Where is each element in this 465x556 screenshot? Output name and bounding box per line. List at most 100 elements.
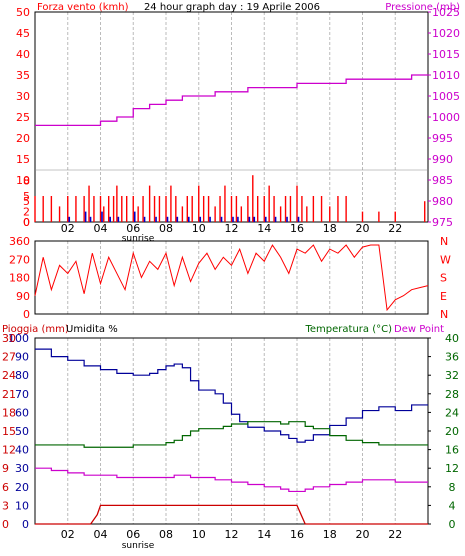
rain-tick-label: 27 [2,351,16,364]
rain-tick-label: 18 [2,406,16,419]
y2-tick-label: 1015 [432,48,460,61]
y2-tick-label: 980 [432,195,453,208]
x-tick-label: 16 [290,528,304,541]
direction-label: S [440,272,447,285]
right-axis-label: Pressione (mb) [385,2,460,13]
y2-tick-label: 985 [432,174,453,187]
y2-tick-label: 990 [432,153,453,166]
humidity-tick-label: 90 [15,351,29,364]
panel-frame [34,240,429,315]
x-tick-label: 22 [388,222,402,235]
y-tick-label: 40 [16,48,30,61]
rain-tick-label: 30 [2,332,16,345]
y-tick-label: 8 [23,174,30,187]
y-tick-label: 180 [9,272,30,285]
x-tick-label: 22 [388,528,402,541]
chart-title: 24 hour graph day : 19 Aprile 2006 [144,2,320,13]
x-tick-label: 08 [159,222,173,235]
x-tick-label: 12 [225,222,239,235]
humidity-tick-label: 40 [15,444,29,457]
humidity-tick-label: 0 [22,518,29,531]
y2-tick-label: 1010 [432,69,460,82]
y-tick-label: 20 [16,132,30,145]
direction-series [34,244,429,312]
direction-label: N [440,235,448,248]
x-tick-label: 06 [126,528,140,541]
x-tick-label: 04 [94,222,108,235]
humidity-tick-label: 30 [15,462,29,475]
x-tick-label: 06 [126,222,140,235]
x-tick-label: 02 [61,222,75,235]
x-tick-label: 18 [323,222,337,235]
humidity-tick-label: 10 [15,499,29,512]
y-tick-label: 0 [23,308,30,321]
y2-tick-label: 975 [432,216,453,229]
direction-label: W [440,253,451,266]
x-tick-label: 16 [290,222,304,235]
temp-tick-label: 12 [445,462,459,475]
y-tick-label: 5 [23,190,30,203]
y-tick-label: 30 [16,90,30,103]
x-tick-label: 10 [192,222,206,235]
humidity-series [35,348,428,443]
temp-tick-label: 40 [445,332,459,345]
direction-label: E [440,290,447,303]
temp-tick-label: 8 [449,481,456,494]
rain-tick-label: 3 [2,499,9,512]
y-tick-label: 0 [23,216,30,229]
rain-tick-label: 6 [2,481,9,494]
x-tick-label: 12 [225,528,239,541]
y-tick-label: 15 [16,153,30,166]
sunrise-label: sunrise [122,541,155,551]
rain-axis-label: Pioggia (mm) [2,324,69,335]
dewpoint-axis-label: Dew Point [394,324,444,335]
y2-tick-label: 1020 [432,27,460,40]
temp-tick-label: 24 [445,406,459,419]
y-tick-label: 5 [23,195,30,208]
temp-axis-label: Temperatura (°C) [304,324,392,335]
x-tick-label: 20 [356,222,370,235]
x-tick-label: 14 [257,528,271,541]
rain-tick-label: 0 [2,518,9,531]
humidity-axis-label: Umidita % [66,324,118,335]
temp-tick-label: 28 [445,388,459,401]
y-tick-label: 50 [16,6,30,19]
humidity-tick-label: 60 [15,406,29,419]
direction-label: N [440,308,448,321]
rain-tick-label: 15 [2,425,16,438]
y-tick-label: 270 [9,253,30,266]
y-tick-label: 90 [16,290,30,303]
x-tick-label: 04 [94,528,108,541]
y-tick-label: 25 [16,111,30,124]
humidity-tick-label: 100 [8,332,29,345]
y2-tick-label: 1000 [432,111,460,124]
temperature-series [35,421,428,448]
humidity-tick-label: 50 [15,425,29,438]
rain-tick-label: 21 [2,388,16,401]
left-axis-label: Forza vento (kmh) [37,2,129,13]
sunrise-label: sunrise [122,234,155,244]
humidity-tick-label: 70 [15,388,29,401]
temp-tick-label: 36 [445,351,459,364]
temp-tick-label: 4 [449,499,456,512]
rain-tick-label: 24 [2,369,16,382]
rain-series [35,504,428,525]
temp-tick-label: 16 [445,444,459,457]
dewpoint-series [35,467,428,493]
y-tick-label: 360 [9,235,30,248]
y-tick-label: 35 [16,69,30,82]
x-tick-label: 14 [257,222,271,235]
temp-tick-label: 32 [445,369,459,382]
temp-tick-label: 0 [449,518,456,531]
x-tick-label: 20 [356,528,370,541]
rain-tick-label: 12 [2,444,16,457]
x-tick-label: 18 [323,528,337,541]
x-tick-label: 08 [159,528,173,541]
temp-tick-label: 20 [445,425,459,438]
x-tick-label: 10 [192,528,206,541]
y-tick-label: 2 [23,206,30,219]
y-tick-label: 45 [16,27,30,40]
x-tick-label: 02 [61,528,75,541]
humidity-tick-label: 80 [15,369,29,382]
